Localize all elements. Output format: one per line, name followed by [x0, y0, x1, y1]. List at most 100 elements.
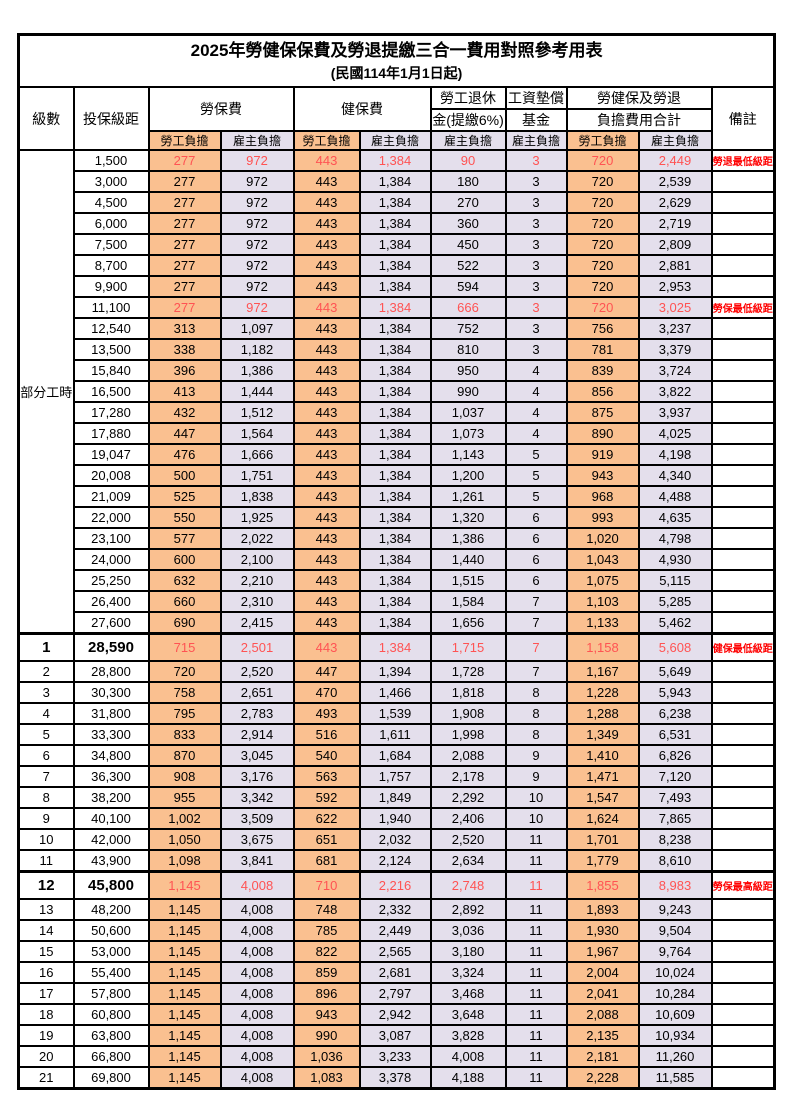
title-cell: 2025年勞健保保費及勞退提繳三合一費用對照參考用表 (民國114年1月1日起) [17, 33, 776, 88]
remark [710, 569, 776, 592]
table-row: 1 28,590 715 2,501 443 1,384 1,715 7 1,158 5,608 健… [17, 632, 776, 662]
total-employer-fee: 4,488 [637, 485, 713, 508]
insured-salary-bracket: 53,000 [72, 940, 150, 963]
total-employee-fee: 781 [565, 338, 640, 361]
health-employee-fee: 896 [292, 982, 361, 1005]
labor-employee-fee: 955 [147, 786, 222, 809]
total-employee-fee: 1,075 [565, 569, 640, 592]
remark [710, 828, 776, 851]
pension-employer-fee: 990 [429, 380, 507, 403]
table-row: 17,880 447 1,564 443 1,384 1,073 4 890 4,025 [19, 422, 776, 445]
labor-employer-fee: 1,097 [219, 317, 295, 340]
pension-employer-fee: 3,036 [429, 919, 507, 942]
remark [710, 940, 776, 963]
total-employee-fee: 2,228 [565, 1066, 640, 1090]
health-employer-fee: 2,124 [358, 849, 432, 873]
total-employer-fee: 2,881 [637, 254, 713, 277]
health-employee-fee: 622 [292, 807, 361, 830]
pension-employer-fee: 752 [429, 317, 507, 340]
health-employer-fee: 1,384 [358, 485, 432, 508]
table-row: 20,008 500 1,751 443 1,384 1,200 5 943 4,340 [19, 464, 776, 487]
title-row: 2025年勞健保保費及勞退提繳三合一費用對照參考用表 (民國114年1月1日起) [17, 33, 776, 88]
labor-employer-fee: 1,512 [219, 401, 295, 424]
health-employee-fee: 563 [292, 765, 361, 788]
pension-employer-fee: 3,468 [429, 982, 507, 1005]
total-employer-fee: 8,983 [637, 870, 713, 900]
wage-arrears-fund-fee: 3 [504, 233, 568, 256]
health-employer-fee: 1,384 [358, 296, 432, 319]
insured-salary-bracket: 28,800 [72, 660, 150, 683]
health-employer-fee: 2,449 [358, 919, 432, 942]
table-row: 9 40,100 1,002 3,509 622 1,940 2,406 10 1,624 7,8… [17, 807, 776, 830]
health-employee-fee: 540 [292, 744, 361, 767]
wage-arrears-fund-fee: 6 [504, 548, 568, 571]
total-employer-fee: 4,198 [637, 443, 713, 466]
wage-arrears-fund-fee: 11 [504, 961, 568, 984]
remark [710, 338, 776, 361]
remark [710, 723, 776, 746]
remark [710, 506, 776, 529]
total-employee-fee: 2,181 [565, 1045, 640, 1068]
labor-employee-fee: 277 [147, 233, 222, 256]
health-employee-fee: 1,036 [292, 1045, 361, 1068]
total-employee-fee: 968 [565, 485, 640, 508]
pension-employer-fee: 2,088 [429, 744, 507, 767]
labor-employee-fee: 277 [147, 212, 222, 235]
subheader-labor-employee: 勞工負擔 [147, 130, 222, 151]
level-number: 13 [17, 898, 75, 921]
health-employee-fee: 443 [292, 464, 361, 487]
labor-employer-fee: 972 [219, 149, 295, 172]
col-header-level: 級數 [17, 86, 75, 151]
total-employer-fee: 4,635 [637, 506, 713, 529]
table-row: 13 48,200 1,145 4,008 748 2,332 2,892 11 1,893 9,… [17, 898, 776, 921]
total-employer-fee: 7,120 [637, 765, 713, 788]
labor-employer-fee: 3,675 [219, 828, 295, 851]
labor-employee-fee: 600 [147, 548, 222, 571]
wage-arrears-fund-fee: 3 [504, 212, 568, 235]
labor-employer-fee: 2,914 [219, 723, 295, 746]
labor-employee-fee: 1,050 [147, 828, 222, 851]
part-time-group-label: 部分工時 [17, 149, 75, 635]
labor-employee-fee: 1,145 [147, 1066, 222, 1090]
labor-employee-fee: 1,145 [147, 898, 222, 921]
pension-employer-fee: 2,178 [429, 765, 507, 788]
health-employer-fee: 1,466 [358, 681, 432, 704]
labor-employer-fee: 4,008 [219, 870, 295, 900]
total-employer-fee: 3,937 [637, 401, 713, 424]
wage-arrears-fund-fee: 11 [504, 982, 568, 1005]
health-employer-fee: 3,087 [358, 1024, 432, 1047]
health-employer-fee: 1,384 [358, 632, 432, 662]
wage-arrears-fund-fee: 3 [504, 170, 568, 193]
level-number: 15 [17, 940, 75, 963]
total-employer-fee: 4,798 [637, 527, 713, 550]
total-employer-fee: 9,764 [637, 940, 713, 963]
health-employer-fee: 1,384 [358, 338, 432, 361]
total-employee-fee: 919 [565, 443, 640, 466]
level-number: 8 [17, 786, 75, 809]
health-employer-fee: 1,849 [358, 786, 432, 809]
total-employer-fee: 3,822 [637, 380, 713, 403]
remark [710, 485, 776, 508]
table-row: 8,700 277 972 443 1,384 522 3 720 2,881 [19, 254, 776, 277]
total-employer-fee: 3,237 [637, 317, 713, 340]
labor-employee-fee: 277 [147, 191, 222, 214]
table-row: 17 57,800 1,145 4,008 896 2,797 3,468 11 2,041 10… [17, 982, 776, 1005]
labor-employer-fee: 972 [219, 254, 295, 277]
labor-employee-fee: 277 [147, 275, 222, 298]
remark [710, 744, 776, 767]
labor-employer-fee: 2,783 [219, 702, 295, 725]
insured-salary-bracket: 48,200 [72, 898, 150, 921]
level-number: 18 [17, 1003, 75, 1026]
health-employer-fee: 3,378 [358, 1066, 432, 1090]
labor-employer-fee: 972 [219, 170, 295, 193]
health-employee-fee: 443 [292, 191, 361, 214]
health-employee-fee: 443 [292, 233, 361, 256]
wage-arrears-fund-fee: 11 [504, 1066, 568, 1090]
health-employee-fee: 443 [292, 485, 361, 508]
total-employee-fee: 1,133 [565, 611, 640, 635]
remark: 勞保最低級距 [710, 296, 776, 319]
total-employer-fee: 11,585 [637, 1066, 713, 1090]
table-body: 部分工時 1,500 277 972 443 1,384 90 3 720 2,449 勞退最低級距… [17, 149, 776, 1090]
table-row: 4 31,800 795 2,783 493 1,539 1,908 8 1,288 6,238 [17, 702, 776, 725]
wage-arrears-fund-fee: 11 [504, 828, 568, 851]
